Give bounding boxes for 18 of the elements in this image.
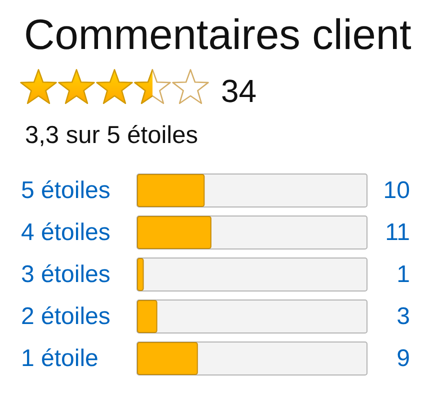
- data-label: 10: [383, 177, 410, 204]
- data-label: 11: [385, 219, 410, 246]
- chart-subtitle: 3,3 sur 5 étoiles: [25, 122, 198, 149]
- bar: [137, 300, 158, 333]
- chart-title: Commentaires client: [24, 12, 412, 59]
- bar: [137, 216, 212, 249]
- y-tick-label: 2 étoiles: [21, 303, 110, 330]
- text: 34: [221, 73, 257, 109]
- bar: [137, 342, 198, 375]
- bar: [137, 174, 205, 207]
- data-label: 3: [396, 303, 410, 330]
- y-tick-label: 4 étoiles: [21, 219, 110, 246]
- data-label: 1: [396, 261, 410, 288]
- bar: [137, 258, 144, 291]
- y-tick-label: 1 étoile: [21, 345, 98, 372]
- y-tick-label: 5 étoiles: [21, 177, 110, 204]
- data-label: 9: [396, 345, 410, 372]
- y-tick-label: 3 étoiles: [21, 261, 110, 288]
